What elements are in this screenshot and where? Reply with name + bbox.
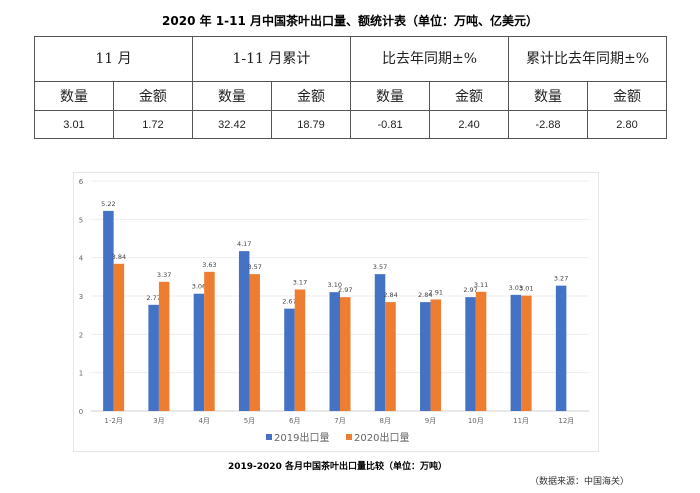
x-tick-label: 3月	[153, 417, 164, 425]
data-label: 2.67	[282, 298, 296, 306]
bar-2020出口量	[204, 271, 215, 411]
data-label: 2.91	[429, 288, 443, 296]
bar-2020出口量	[158, 281, 170, 411]
data-label: 2.84	[383, 291, 397, 299]
bar-2019出口量	[465, 297, 476, 411]
y-tick-label: 5	[79, 216, 83, 224]
data-label: 3.57	[247, 263, 261, 271]
value-cell: -2.88	[507, 110, 589, 139]
data-label: 3.11	[474, 281, 488, 289]
y-tick-label: 3	[79, 293, 83, 301]
data-label: 3.63	[202, 261, 216, 269]
legend-swatch	[266, 434, 272, 440]
bar-2020出口量	[113, 263, 125, 411]
x-tick-label: 11月	[513, 417, 529, 425]
data-label: 3.57	[373, 263, 387, 271]
data-label: 4.17	[237, 240, 251, 248]
bar-2019出口量	[238, 251, 250, 411]
y-tick-label: 4	[79, 255, 84, 263]
sub-header: 数量	[191, 81, 272, 111]
y-tick-label: 6	[79, 178, 84, 186]
x-tick-label: 10月	[468, 417, 484, 425]
legend-swatch	[346, 434, 352, 440]
bar-2019出口量	[103, 210, 114, 411]
legend-label: 2020出口量	[354, 431, 409, 444]
data-label: 3.17	[293, 278, 307, 286]
x-tick-label: 4月	[198, 417, 209, 425]
group-header: 比去年同期±%	[350, 36, 509, 82]
bar-2020出口量	[385, 302, 396, 411]
data-label: 3.37	[157, 271, 171, 279]
bar-2020出口量	[340, 297, 351, 411]
chart-caption: 2019-2020 各月中国茶叶出口量比较（单位：万吨）	[228, 462, 447, 472]
x-tick-label: 1-2月	[104, 417, 122, 425]
value-cell: -0.81	[350, 110, 431, 139]
table-title: 2020 年 1-11 月中国茶叶出口量、额统计表（单位：万吨、亿美元）	[162, 14, 538, 28]
group-header: 累计比去年同期±%	[508, 36, 667, 82]
bar-2020出口量	[521, 295, 532, 411]
sub-header: 金额	[112, 81, 193, 111]
x-tick-label: 5月	[244, 417, 255, 425]
sub-header: 金额	[429, 81, 509, 111]
data-label: 3.01	[519, 285, 533, 293]
data-label: 2.97	[338, 286, 352, 294]
value-cell: 32.42	[191, 110, 272, 139]
bar-2019出口量	[555, 285, 567, 411]
x-tick-label: 8月	[380, 417, 391, 425]
value-cell: 3.01	[34, 110, 114, 139]
x-tick-label: 9月	[425, 417, 436, 425]
bar-2020出口量	[249, 274, 260, 411]
data-label: 2.84	[418, 291, 432, 299]
data-label: 3.06	[192, 283, 206, 291]
data-label: 3.84	[112, 253, 126, 261]
data-label: 3.10	[328, 281, 342, 289]
value-cell: 2.40	[429, 110, 509, 139]
sub-header: 金额	[270, 81, 352, 111]
bar-2020出口量	[430, 299, 442, 411]
bar-2019出口量	[420, 302, 431, 411]
group-header: 1-11 月累计	[191, 36, 352, 82]
sub-header: 金额	[587, 81, 667, 111]
sub-header: 数量	[34, 81, 114, 111]
bar-2019出口量	[510, 294, 522, 411]
data-label: 5.22	[101, 200, 115, 208]
x-tick-label: 7月	[334, 417, 345, 425]
bar-2020出口量	[475, 291, 487, 411]
data-label: 2.77	[146, 294, 160, 302]
sub-header: 数量	[350, 81, 431, 111]
sub-header: 数量	[507, 81, 589, 111]
data-label: 2.97	[463, 286, 477, 294]
data-label: 3.27	[554, 275, 568, 283]
value-cell: 1.72	[112, 110, 193, 139]
y-tick-label: 2	[79, 331, 83, 339]
data-source: （数据来源：中国海关）	[530, 477, 630, 487]
x-tick-label: 12月	[558, 417, 574, 425]
export-stats-table: 11 月 1-11 月累计 比去年同期±% 累计比去年同期±% 数量 金额 数量 金额…	[34, 36, 667, 139]
bar-2019出口量	[374, 274, 386, 411]
bar-2019出口量	[284, 308, 295, 411]
value-cell: 2.80	[587, 110, 667, 139]
y-tick-label: 1	[79, 370, 83, 378]
bar-2019出口量	[148, 304, 159, 411]
y-tick-label: 0	[79, 408, 83, 416]
group-header: 11 月	[34, 36, 193, 82]
legend-label: 2019出口量	[274, 431, 329, 444]
bar-2020出口量	[294, 289, 306, 411]
data-label: 3.03	[509, 284, 523, 292]
value-cell: 18.79	[270, 110, 352, 139]
bar-2019出口量	[329, 292, 340, 411]
bar-chart: 0 1 2 3 4 5 6 5.22 3.84 1-2月 2.77 3.37 3月 3.06 3.63 4月 4…	[73, 172, 599, 452]
x-tick-label: 6月	[289, 417, 300, 425]
bar-2019出口量	[193, 293, 205, 411]
